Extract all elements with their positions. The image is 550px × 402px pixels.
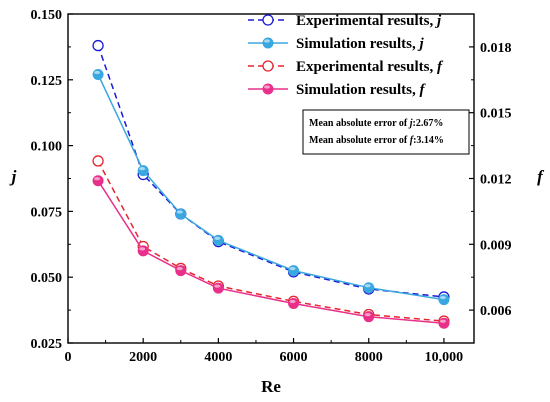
legend-marker-highlight: [264, 85, 270, 89]
x-tick-label: 8000: [355, 350, 383, 365]
legend: Experimental results, j Simulation result…: [248, 13, 444, 98]
y-left-axis-title: j: [9, 167, 17, 186]
series-point-highlight: [364, 284, 371, 288]
series-point-highlight: [176, 267, 183, 271]
x-tick-label: 0: [65, 350, 72, 365]
legend-label-1: Simulation results, j: [296, 36, 425, 52]
y-left-tick-label: 0.100: [31, 140, 63, 155]
error-note-line-0: Mean absolute error of j:2.67%: [309, 118, 443, 129]
y-left-tick-label: 0.125: [31, 74, 63, 89]
series-point-highlight: [364, 313, 371, 317]
x-tick-label: 6000: [280, 350, 308, 365]
series-point-highlight: [139, 167, 146, 171]
series-point-0: [92, 39, 104, 52]
series-line-1: [97, 74, 445, 301]
legend-marker-highlight: [264, 39, 270, 43]
legend-marker-0: [262, 14, 274, 26]
x-tick-label: 2000: [129, 350, 157, 365]
series-point-highlight: [176, 210, 183, 214]
series-line-2: [97, 160, 444, 322]
legend-label-2: Experimental results, f: [296, 59, 444, 75]
y-right-tick-label: 0.012: [480, 173, 512, 188]
series-point-highlight: [94, 177, 101, 181]
series-point-highlight: [439, 295, 446, 300]
y-right-tick-label: 0.009: [480, 238, 512, 253]
series-point-highlight: [439, 319, 446, 323]
legend-marker-2: [262, 60, 274, 72]
x-axis-title: Re: [261, 377, 281, 396]
y-right-tick-label: 0.018: [480, 41, 512, 56]
series-point-highlight: [94, 70, 101, 75]
y-left-tick-label: 0.050: [31, 271, 63, 286]
y-right-tick-label: 0.015: [480, 107, 512, 122]
legend-label-0: Experimental results, j: [296, 13, 442, 29]
x-tick-label: 4000: [204, 350, 232, 365]
series-point-highlight: [289, 267, 296, 271]
y-left-tick-label: 0.150: [31, 8, 63, 23]
series-point-2: [92, 155, 104, 167]
y-left-tick-label: 0.075: [31, 205, 63, 220]
series-point-highlight: [214, 284, 221, 288]
series-point-highlight: [139, 247, 146, 251]
series-line-3: [97, 180, 444, 325]
y-right-axis-title: f: [537, 167, 545, 186]
series-point-highlight: [214, 236, 221, 240]
x-tick-label: 10,000: [425, 350, 464, 365]
y-left-tick-label: 0.025: [31, 337, 63, 352]
series-point-highlight: [289, 299, 296, 304]
error-note: Mean absolute error of j:2.67% Mean absol…: [302, 109, 470, 155]
y-right-tick-label: 0.006: [480, 304, 512, 319]
legend-label-3: Simulation results, f: [296, 82, 427, 98]
error-note-line-1: Mean absolute error of f:3.14%: [309, 135, 444, 146]
error-note-box: [302, 109, 470, 155]
